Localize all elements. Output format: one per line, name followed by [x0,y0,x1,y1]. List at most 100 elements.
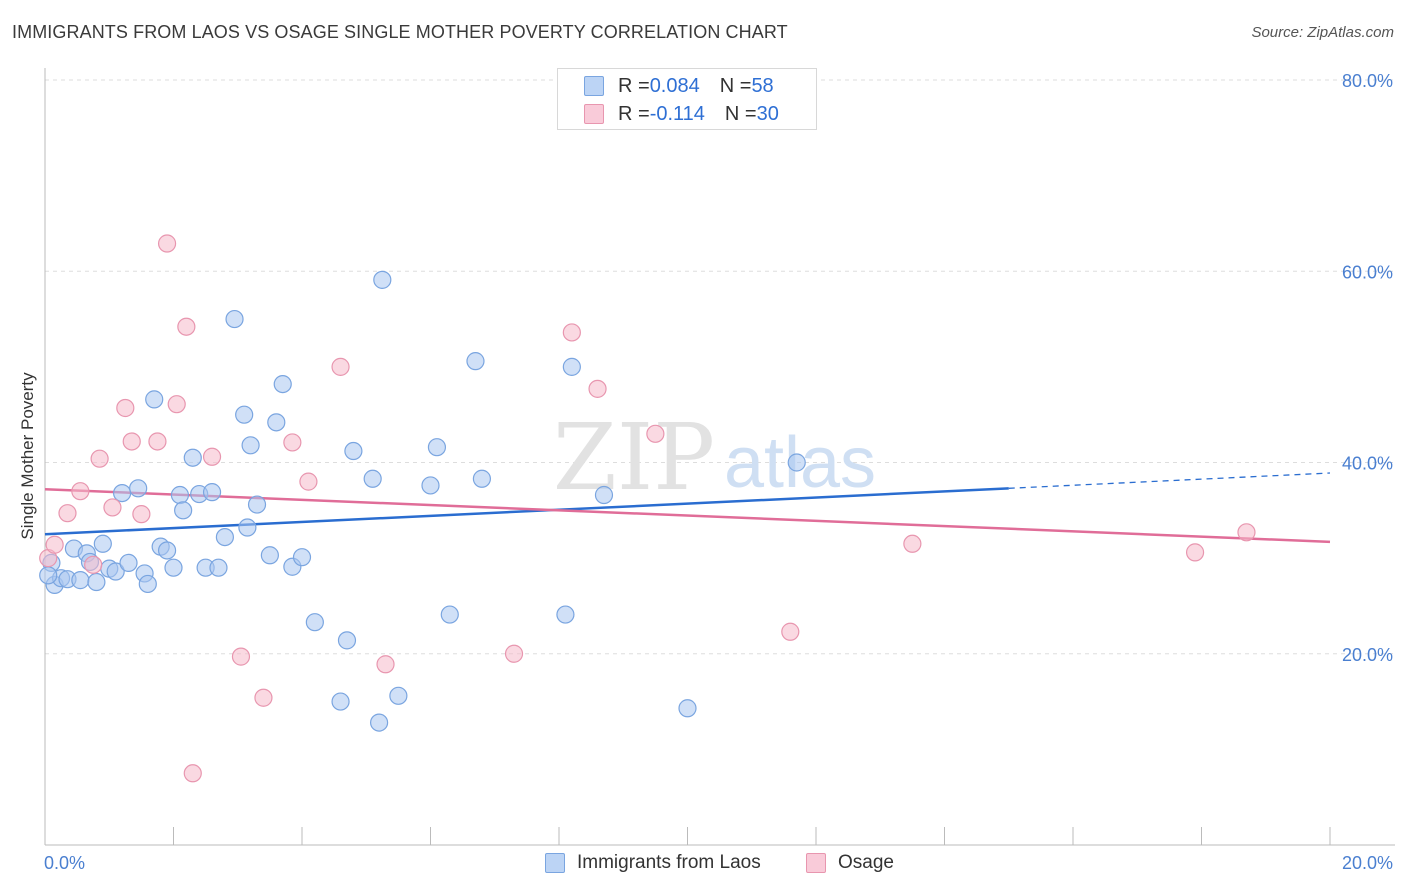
osage-point [103,498,122,517]
laos-point [129,479,148,498]
legend-swatch-pink [806,853,826,873]
legend-swatch-blue [584,76,604,96]
osage-point [231,647,251,666]
osage-point [122,432,141,451]
n-label: N = [724,102,757,125]
laos-point [344,441,363,461]
osage-point [177,317,196,336]
osage-point [331,357,350,376]
laos-point [157,541,177,560]
osage-point [1185,543,1205,562]
laos-point [260,546,279,565]
osage-point [254,688,273,707]
laos-point [225,309,244,329]
laos-point [93,534,112,553]
legend-swatch-pink [584,104,604,124]
x-tick-label: 20.0% [1342,853,1393,873]
legend-swatch-blue [545,853,565,873]
osage-point [504,644,524,663]
laos-point [292,548,312,567]
watermark-zip: ZIP [553,404,715,511]
osage-point [588,379,607,398]
osage-point [148,432,167,451]
laos-point [556,605,575,624]
osage-point [167,395,186,414]
y-tick-label: 20.0% [1342,645,1393,665]
osage-point [58,504,77,523]
laos-point [421,476,440,495]
laos-point [39,566,58,585]
y-tick-label: 80.0% [1342,71,1393,91]
laos-point [373,270,392,289]
laos-point [370,713,389,732]
y-tick-label: 40.0% [1342,454,1393,474]
laos-point [215,527,234,547]
y-axis-label: Single Mother Poverty [18,372,37,540]
laos-point [331,692,350,711]
r-label: R = [618,102,650,125]
series-legend: Immigrants from Laos Osage [0,852,1406,876]
legend-item-osage[interactable]: Osage [806,852,894,874]
laos-point [119,553,138,573]
laos-point [106,562,125,581]
n-value: 58 [751,74,774,97]
laos-point [87,572,106,592]
osage-point [1237,523,1256,542]
laos-point [594,485,614,505]
osage-point [183,764,202,783]
x-tick-labels: 0.0% 20.0% [44,853,1393,873]
gridlines [45,79,1395,655]
laos-point [112,484,132,503]
legend-label-osage: Osage [838,852,894,873]
y-tick-labels: 20.0% 40.0% 60.0% 80.0% [1342,71,1393,665]
axes [44,68,1395,846]
correlation-legend: R = 0.084 N = 58 R = -0.114 N = 30 [557,68,817,130]
laos-point [71,571,90,590]
laos-point [170,485,190,505]
osage-point [202,447,222,466]
r-value: 0.084 [649,74,700,97]
laos-point [241,436,260,455]
n-label: N = [719,74,752,97]
laos-point [209,558,228,577]
osage-point [45,535,64,554]
laos-point [440,605,459,624]
osage-point [562,323,581,342]
osage-point [84,555,103,574]
laos-point [238,518,257,537]
scatter-points [39,234,1256,783]
laos-point [562,357,581,376]
laos-point [145,390,164,409]
source-label: Source: ZipAtlas.com [1251,24,1394,41]
osage-point [376,655,395,674]
osage-point [71,482,90,501]
laos-trend-extension [1008,472,1331,489]
osage-point [283,433,302,452]
legend-item-laos[interactable]: Immigrants from Laos [545,852,761,874]
laos-trend-line [44,487,1009,536]
laos-point [273,374,292,394]
laos-point [164,558,183,577]
laos-point [174,501,193,520]
osage-point [116,398,135,418]
laos-point [678,699,697,718]
laos-point [202,483,222,502]
osage-point [90,449,109,468]
laos-point [337,631,357,650]
laos-point [787,453,806,472]
laos-point [466,352,485,371]
r-label: R = [618,74,650,97]
watermark: ZIP atlas [553,404,876,511]
laos-point [305,613,324,632]
chart-title: IMMIGRANTS FROM LAOS VS OSAGE SINGLE MOT… [12,22,788,42]
laos-point [183,448,202,467]
osage-point [646,424,665,443]
osage-point [299,472,318,491]
laos-point [427,438,447,457]
legend-label-laos: Immigrants from Laos [577,852,761,873]
legend-row-osage: R = -0.114 N = 30 [584,102,779,126]
laos-point [389,686,408,705]
n-value: 30 [756,102,779,125]
osage-point [132,505,151,524]
laos-point [138,574,157,594]
